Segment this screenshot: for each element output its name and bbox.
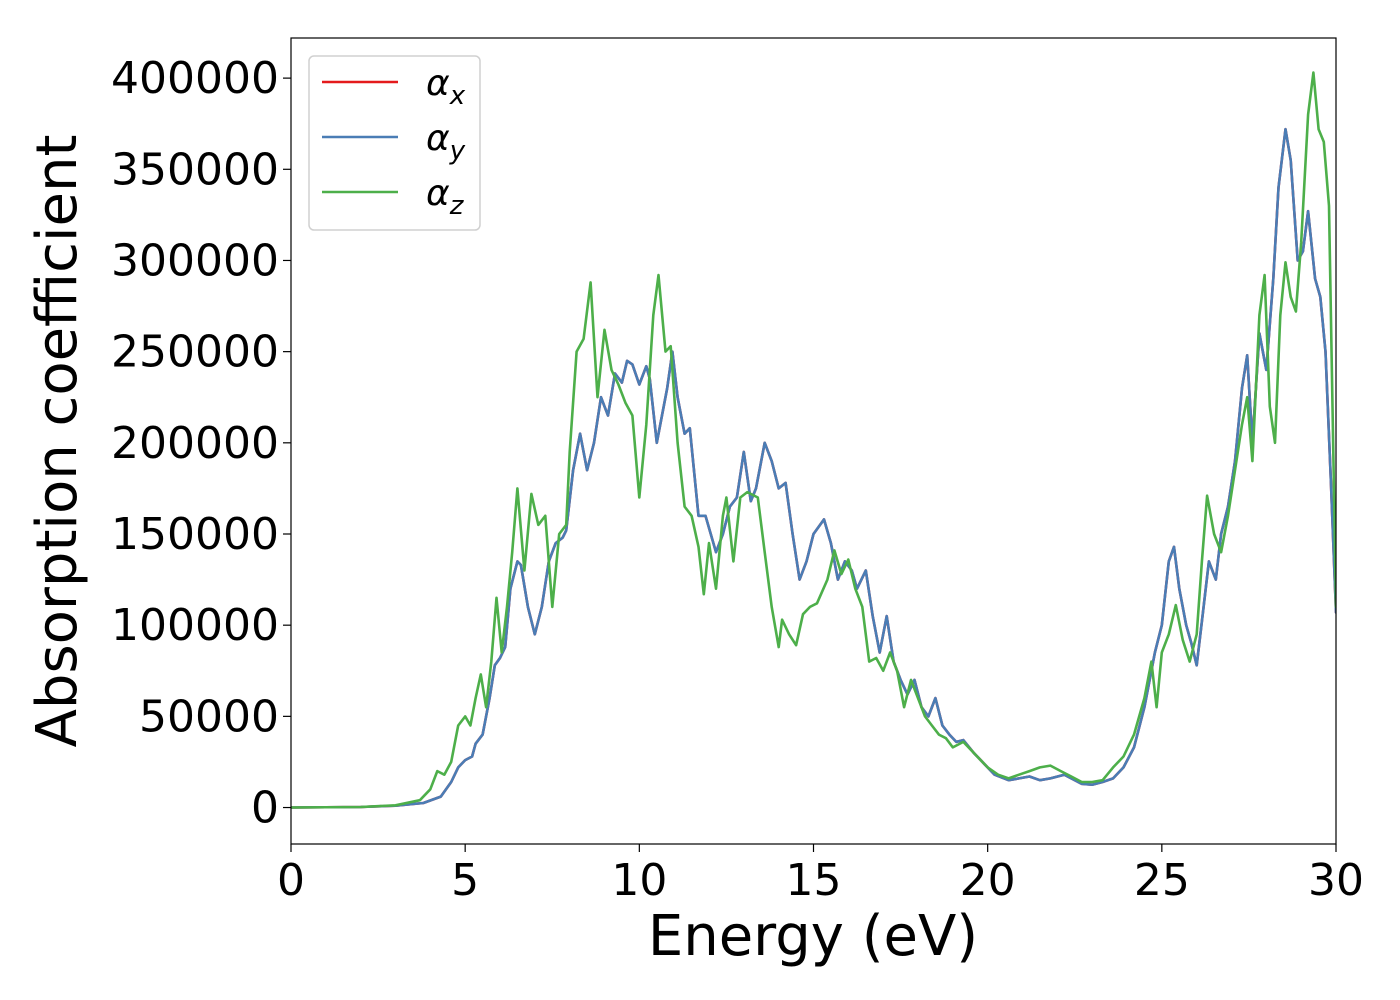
y-tick-label: 350000 [111, 144, 279, 195]
y-axis: 0 50000 100000 150000 200000 250000 300000 3500… [111, 53, 291, 834]
y-tick-label: 100000 [111, 600, 279, 651]
y-tick-label: 50000 [139, 691, 279, 742]
y-tick-label: 300000 [111, 235, 279, 286]
legend-frame [308, 55, 481, 231]
series-line-z [291, 71, 1336, 809]
y-tick-label: 400000 [111, 53, 279, 104]
y-tick-label: 150000 [111, 509, 279, 560]
x-tick-label: 20 [960, 855, 1016, 906]
series-layer [291, 71, 1336, 809]
x-tick-label: 25 [1134, 855, 1190, 906]
y-tick-label: 0 [251, 783, 279, 834]
x-tick-label: 15 [786, 855, 842, 906]
x-tick-label: 30 [1308, 855, 1364, 906]
x-axis-label: Energy (eV) [648, 904, 978, 969]
x-axis: 0 5 10 15 20 25 30 [277, 844, 1364, 906]
x-tick-label: 10 [611, 855, 667, 906]
y-axis-label: Absorption coefficient [25, 135, 90, 748]
series-line-y [291, 127, 1336, 809]
y-tick-label: 200000 [111, 418, 279, 469]
legend-label-x: αx [426, 63, 466, 111]
x-tick-label: 0 [277, 855, 305, 906]
x-tick-label: 5 [451, 855, 479, 906]
y-tick-label: 250000 [111, 327, 279, 378]
